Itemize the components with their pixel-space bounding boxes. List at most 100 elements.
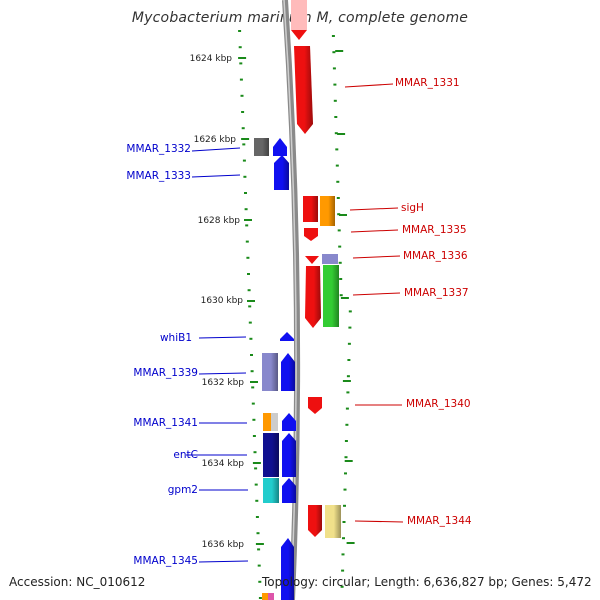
gene-label-mmar-1331[interactable]: MMAR_1331 (395, 77, 460, 89)
gene-mmar-1335-arrow (304, 228, 318, 241)
gene-label-mmar-1333[interactable]: MMAR_1333 (126, 170, 191, 182)
ruler-dot (257, 548, 261, 551)
ruler-dot (345, 407, 349, 410)
ruler-label-1634: 1634 kbp (202, 459, 245, 469)
gene-mmar-1336-arrow (305, 254, 338, 264)
ruler-major-tick-right (344, 460, 353, 462)
ruler-dot (341, 553, 345, 556)
gene-mmar-1344-arrow (308, 505, 341, 538)
ruler-dot (248, 305, 252, 308)
gene-entc-arrow (263, 433, 296, 477)
ruler-dot (347, 342, 351, 345)
gene-label-mmar-1345[interactable]: MMAR_1345 (133, 555, 198, 567)
ruler-dot (335, 164, 339, 167)
gene-label-gpm2[interactable]: gpm2 (168, 484, 198, 496)
ruler-dot (239, 78, 243, 81)
ruler-dot (345, 423, 349, 426)
gene-label-mmar-1344[interactable]: MMAR_1344 (407, 515, 472, 527)
ruler-dot (251, 386, 255, 389)
gene-label-mmar-1340[interactable]: MMAR_1340 (406, 398, 471, 410)
ruler-major-tick (244, 219, 252, 221)
ruler-dot (257, 564, 261, 567)
ruler-label-1636: 1636 kbp (202, 540, 245, 550)
ruler-dot (249, 337, 253, 340)
ruler-major-tick-right (337, 133, 346, 135)
ruler-dot (344, 440, 348, 442)
ruler-label-1632: 1632 kbp (202, 378, 245, 388)
ruler-dot (244, 192, 247, 194)
gene-label-whib1[interactable]: whiB1 (160, 332, 192, 344)
gene-label-mmar-1337[interactable]: MMAR_1337 (404, 287, 469, 299)
gene-whib1-arrow (280, 332, 294, 341)
ruler-dot (254, 483, 258, 486)
ruler-dot (337, 229, 341, 232)
ruler-label-1630: 1630 kbp (201, 296, 244, 306)
ruler-dot (250, 354, 253, 356)
ruler-dot (242, 159, 246, 162)
ruler-dot (348, 310, 352, 313)
right-leader-lines (344, 83, 404, 523)
gene-mmar-1345-arrow (262, 538, 294, 600)
ruler-dot (252, 418, 256, 421)
ruler-dot (341, 569, 345, 572)
gene-label-entc[interactable]: entC (173, 449, 198, 461)
ruler-dot (246, 256, 250, 259)
ruler-dot (254, 467, 258, 470)
ruler-dot (239, 62, 243, 65)
ruler-dot (238, 46, 242, 49)
ruler-dot (346, 391, 350, 394)
gene-label-mmar-1335[interactable]: MMAR_1335 (402, 224, 467, 236)
ruler-dot (242, 143, 246, 146)
ruler-dot (348, 326, 352, 329)
ruler-dot (250, 370, 254, 373)
ruler-major-tick (241, 138, 250, 140)
gene-mmar-1340-arrow (308, 397, 322, 414)
ruler-dot (258, 597, 262, 599)
ruler-dot (253, 451, 257, 454)
gene-label-mmar-1339[interactable]: MMAR_1339 (133, 367, 198, 379)
ruler-dot (336, 180, 340, 183)
gene-label-sigh[interactable]: sigH (401, 202, 424, 214)
genome-summary-text: Topology: circular; Length: 6,636,827 bp… (262, 575, 592, 589)
ruler-dot (256, 532, 260, 535)
ruler-dot (347, 359, 351, 361)
gene-mmar-1339-arrow (262, 353, 295, 391)
gene-mmar-1331-arrow (294, 46, 313, 134)
gene-sigh-arrow (303, 196, 335, 226)
gene-label-mmar-1341[interactable]: MMAR_1341 (133, 417, 198, 429)
ruler-label-1624: 1624 kbp (190, 54, 233, 64)
ruler-dot (332, 67, 336, 70)
accession-text: Accession: NC_010612 (9, 575, 146, 589)
ruler-label-1626: 1626 kbp (194, 135, 237, 145)
ruler-dot (241, 111, 245, 113)
gene-label-mmar-1336[interactable]: MMAR_1336 (403, 250, 468, 262)
gene-mmar-1332-arrow (254, 138, 287, 156)
ruler-major-tick (238, 57, 247, 59)
ruler-dot (245, 224, 249, 227)
ruler-dot (245, 240, 249, 243)
ruler-dot (342, 521, 346, 523)
ruler-dot (339, 294, 343, 297)
ruler-dot (337, 213, 341, 216)
ruler-dots-right (331, 35, 355, 588)
right-gene-labels: MMAR_1331 sigH MMAR_1335 MMAR_1336 MMAR_… (395, 77, 472, 527)
ruler-dot (238, 30, 242, 32)
ruler-dot (334, 132, 338, 135)
ruler-dots-left (238, 30, 264, 599)
ruler-dot (248, 321, 252, 324)
gene-label-mmar-1332[interactable]: MMAR_1332 (126, 143, 191, 155)
ruler-dot (258, 580, 262, 583)
ruler-dot (333, 83, 337, 86)
gene-mmar-1337-arrow (305, 265, 339, 328)
ruler-dot (344, 456, 348, 459)
ruler-dot (247, 289, 251, 292)
ruler-dot (255, 499, 259, 502)
ruler-dot (343, 504, 346, 507)
left-gene-labels: MMAR_1332 MMAR_1333 whiB1 MMAR_1339 MMAR… (126, 143, 198, 567)
ruler-dot (241, 127, 245, 130)
ruler-major-tick-right (339, 214, 347, 216)
backbone-arc (282, 0, 301, 600)
ruler-labels: 1624 kbp 1626 kbp 1628 kbp 1630 kbp 1632… (190, 54, 245, 550)
ruler-dot (332, 51, 336, 54)
